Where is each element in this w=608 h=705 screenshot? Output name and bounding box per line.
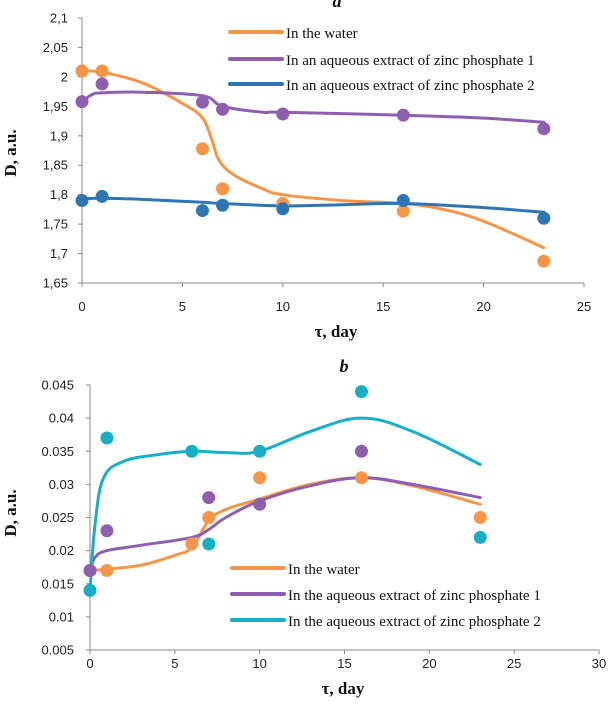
y-tick-label-a: 1,65 xyxy=(43,276,68,291)
data-point-b-1 xyxy=(354,444,368,458)
data-point-b-2 xyxy=(100,431,114,445)
data-point-a-1 xyxy=(216,102,230,116)
data-point-b-1 xyxy=(83,564,97,577)
legend-b-label-water: In the water xyxy=(288,562,360,578)
x-tick-label-b: 5 xyxy=(171,656,178,671)
data-point-b-0 xyxy=(185,537,199,551)
legend-a-label-water: In the water xyxy=(286,26,358,42)
x-tick-label-b: 25 xyxy=(507,656,521,671)
data-point-b-1 xyxy=(253,497,267,511)
data-point-a-1 xyxy=(95,77,109,91)
y-tick-label-a: 1,9 xyxy=(50,128,68,143)
x-tick-label-a: 20 xyxy=(476,299,490,314)
data-point-a-0 xyxy=(396,204,410,218)
data-point-b-2 xyxy=(354,385,368,399)
data-point-b-2 xyxy=(185,444,199,458)
y-tick-label-a: 1,75 xyxy=(43,217,68,232)
y-tick-label-b: 0.025 xyxy=(41,510,74,525)
x-tick-label-b: 30 xyxy=(592,656,606,671)
data-point-b-1 xyxy=(202,491,216,505)
data-point-a-1 xyxy=(75,95,89,109)
data-point-b-1 xyxy=(100,524,114,538)
y-tick-label-a: 2 xyxy=(61,69,68,84)
legend-b-label-zp2: In the aqueous extract of zinc phosphate… xyxy=(288,614,541,630)
data-point-a-2 xyxy=(276,202,290,216)
legend-a-label-zp2: In an aqueous extract of zinc phosphate … xyxy=(286,78,535,94)
trend-line-a-1 xyxy=(80,90,546,124)
y-tick-label-b: 0.02 xyxy=(49,543,74,558)
y-tick-label-a: 1,95 xyxy=(43,99,68,114)
data-point-a-1 xyxy=(195,95,209,109)
data-point-a-2 xyxy=(396,194,410,208)
trend-line-b-1 xyxy=(88,476,482,572)
data-point-b-0 xyxy=(473,511,487,524)
y-tick-label-a: 1,7 xyxy=(50,246,68,261)
data-point-b-2 xyxy=(202,537,216,551)
data-point-a-2 xyxy=(537,211,551,225)
y-tick-label-a: 2,05 xyxy=(43,40,68,55)
data-point-a-2 xyxy=(75,194,89,208)
legend-a: In the water In an aqueous extract of zi… xyxy=(228,26,535,94)
y-tick-label-a: 2,1 xyxy=(50,11,68,26)
x-tick-label-b: 10 xyxy=(252,656,266,671)
trend-line-a-2 xyxy=(80,196,546,214)
chart-b: b 0.005 0.01 0.015 0.02 0.025 0.03 0.035 0.04 0.… xyxy=(1,356,606,698)
panel-label-a: a xyxy=(333,0,342,11)
x-tick-label-a: 15 xyxy=(376,299,390,314)
x-axis-title-b: τ, day xyxy=(322,679,365,698)
trend-line-a-0 xyxy=(80,69,546,250)
y-axis-title-b: D, a.u. xyxy=(1,489,20,536)
y-tick-label-a: 1,85 xyxy=(43,158,68,173)
legend-b-label-zp1: In the aqueous extract of zinc phosphate… xyxy=(288,588,541,604)
data-point-b-0 xyxy=(354,471,368,485)
data-point-a-2 xyxy=(195,204,209,218)
legend-b: In the water In the aqueous extract of z… xyxy=(230,562,541,630)
x-tick-label-b: 15 xyxy=(337,656,351,671)
y-tick-label-b: 0.045 xyxy=(41,378,74,393)
data-point-a-2 xyxy=(95,189,109,203)
y-tick-label-b: 0.015 xyxy=(41,576,74,591)
x-tick-label-b: 0 xyxy=(86,656,93,671)
x-axis-title-a: τ, day xyxy=(315,322,358,341)
data-point-b-2 xyxy=(473,530,487,544)
data-point-a-0 xyxy=(216,182,230,196)
data-point-b-2 xyxy=(253,444,267,458)
trend-line-b-2 xyxy=(88,416,482,592)
y-axis-title-a: D, a.u. xyxy=(1,129,20,176)
data-point-b-0 xyxy=(202,511,216,524)
y-tick-label-b: 0.035 xyxy=(41,444,74,459)
y-tick-label-b: 0.04 xyxy=(49,411,74,426)
data-point-a-1 xyxy=(396,108,410,122)
y-tick-label-a: 1,8 xyxy=(50,187,68,202)
y-tick-label-b: 0.005 xyxy=(41,643,74,658)
y-tick-label-b: 0.03 xyxy=(49,477,74,492)
data-point-b-0 xyxy=(253,471,267,485)
legend-a-label-zp1: In an aqueous extract of zinc phosphate … xyxy=(286,53,535,69)
data-point-a-1 xyxy=(537,122,551,136)
panel-label-b: b xyxy=(340,356,349,376)
data-point-b-0 xyxy=(100,564,114,577)
x-tick-label-a: 0 xyxy=(78,299,85,314)
data-point-a-0 xyxy=(537,254,551,268)
x-tick-label-a: 10 xyxy=(276,299,290,314)
x-tick-label-b: 20 xyxy=(422,656,436,671)
data-point-b-2 xyxy=(83,583,97,597)
data-point-a-0 xyxy=(195,142,209,156)
data-point-a-0 xyxy=(95,64,109,78)
chart-a: a 1,65 1,7 1,75 1,8 1,85 1,9 1,95 2 2,05 2,1 0 5 10 1… xyxy=(1,0,591,341)
y-tick-label-b: 0.01 xyxy=(49,609,74,624)
x-tick-label-a: 25 xyxy=(577,299,591,314)
data-point-a-2 xyxy=(216,198,230,212)
x-tick-label-a: 5 xyxy=(179,299,186,314)
data-point-a-1 xyxy=(276,107,290,121)
data-point-a-0 xyxy=(75,64,89,78)
